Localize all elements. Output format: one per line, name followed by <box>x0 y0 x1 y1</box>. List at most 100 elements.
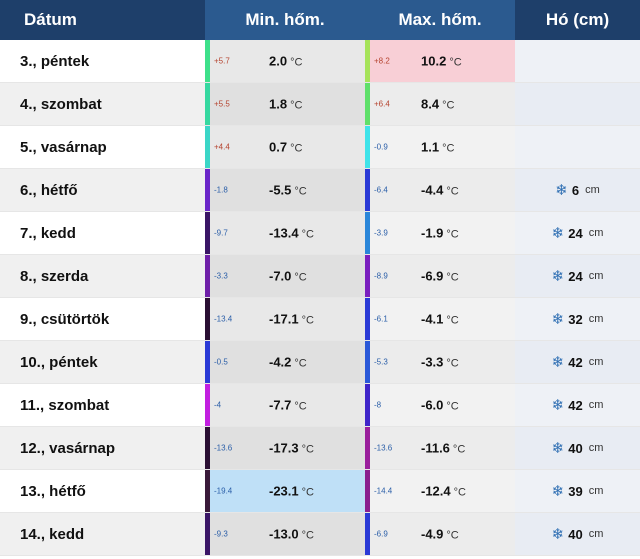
temp-unit: °C <box>446 357 459 370</box>
temp-unit: °C <box>294 357 307 370</box>
min-temp-color-strip <box>205 427 210 469</box>
min-temp-value: -4.2 <box>269 354 292 370</box>
snowflake-icon: ❄ <box>555 181 568 199</box>
max-temp-cell: -0.9 1.1 °C <box>365 126 515 168</box>
snowflake-icon: ❄ <box>551 353 565 371</box>
snowflake-icon: ❄ <box>551 267 565 285</box>
snow-cell: ❄ 32 cm <box>515 298 640 340</box>
max-temp-delta: -6.4 <box>374 185 388 195</box>
max-temp-cell: +6.4 8.4 °C <box>365 83 515 125</box>
max-temp-value-wrap: -4.4 °C <box>421 183 459 198</box>
table-row: 12., vasárnap -13.6 -17.3 °C -13.6 -11.6 °C ❄ 40… <box>0 427 640 470</box>
table-row: 13., hétfő -19.4 -23.1 °C -14.4 -12.4 °C ❄ 39 cm <box>0 470 640 513</box>
min-temp-delta: -13.4 <box>214 314 233 324</box>
snowflake-icon: ❄ <box>551 224 565 242</box>
max-temp-delta: -3.9 <box>374 228 388 238</box>
snow-unit: cm <box>588 227 604 239</box>
temp-unit: °C <box>290 142 303 155</box>
header-min-temp: Min. hőm. <box>205 0 365 40</box>
min-temp-cell: -9.7 -13.4 °C <box>205 212 365 254</box>
min-temp-delta: +4.4 <box>214 142 230 152</box>
temp-unit: °C <box>442 99 455 112</box>
min-temp-cell: +4.4 0.7 °C <box>205 126 365 168</box>
min-temp-delta: -9.3 <box>214 529 228 539</box>
temp-unit: °C <box>446 271 459 284</box>
min-temp-value: -13.4 <box>269 225 299 241</box>
min-temp-color-strip <box>205 83 210 125</box>
temp-unit: °C <box>446 228 459 241</box>
min-temp-color-strip <box>205 384 210 426</box>
snow-unit: cm <box>588 270 604 282</box>
temp-unit: °C <box>301 529 314 542</box>
max-temp-cell: -6.1 -4.1 °C <box>365 298 515 340</box>
min-temp-delta: -19.4 <box>214 486 233 496</box>
min-temp-color-strip <box>205 126 210 168</box>
min-temp-color-strip <box>205 341 210 383</box>
date-cell: 9., csütörtök <box>0 298 205 340</box>
temp-unit: °C <box>442 142 455 155</box>
max-temp-value: 10.2 <box>421 53 447 69</box>
temp-unit: °C <box>449 56 462 69</box>
snowflake-icon: ❄ <box>551 396 565 414</box>
min-temp-delta: -13.6 <box>214 443 233 453</box>
max-temp-cell: -6.4 -4.4 °C <box>365 169 515 211</box>
snow-cell: ❄ 39 cm <box>515 470 640 512</box>
max-temp-color-strip <box>365 298 370 340</box>
snow-amount: ❄ 42 cm <box>552 398 604 413</box>
snow-amount: ❄ 40 cm <box>552 441 604 456</box>
table-row: 3., péntek +5.7 2.0 °C +8.2 10.2 °C <box>0 40 640 83</box>
min-temp-cell: -9.3 -13.0 °C <box>205 513 365 555</box>
min-temp-color-strip <box>205 212 210 254</box>
max-temp-delta: -6.9 <box>374 529 388 539</box>
max-temp-value: -4.9 <box>421 526 444 542</box>
table-row: 8., szerda -3.3 -7.0 °C -8.9 -6.9 °C ❄ 24 cm <box>0 255 640 298</box>
date-cell: 5., vasárnap <box>0 126 205 168</box>
min-temp-delta: -3.3 <box>214 271 228 281</box>
snow-cell: ❄ 42 cm <box>515 384 640 426</box>
max-temp-value: -4.4 <box>421 182 444 198</box>
min-temp-cell: -4 -7.7 °C <box>205 384 365 426</box>
max-temp-delta: -13.6 <box>374 443 393 453</box>
temp-unit: °C <box>301 228 314 241</box>
max-temp-delta: +8.2 <box>374 56 390 66</box>
temp-unit: °C <box>446 314 459 327</box>
table-row: 9., csütörtök -13.4 -17.1 °C -6.1 -4.1 °C ❄ 32 cm <box>0 298 640 341</box>
temp-unit: °C <box>290 99 303 112</box>
max-temp-value: 8.4 <box>421 96 440 112</box>
min-temp-value: -17.1 <box>269 311 299 327</box>
header-snow: Hó (cm) <box>515 0 640 40</box>
date-cell: 8., szerda <box>0 255 205 297</box>
min-temp-cell: -19.4 -23.1 °C <box>205 470 365 512</box>
table-row: 11., szombat -4 -7.7 °C -8 -6.0 °C ❄ 42 cm <box>0 384 640 427</box>
max-temp-color-strip <box>365 126 370 168</box>
min-temp-delta: -9.7 <box>214 228 228 238</box>
snow-cell: ❄ 6 cm <box>515 169 640 211</box>
temp-unit: °C <box>301 443 314 456</box>
min-temp-cell: +5.5 1.8 °C <box>205 83 365 125</box>
header-date: Dátum <box>0 0 205 40</box>
max-temp-value-wrap: -6.9 °C <box>421 269 459 284</box>
snow-unit: cm <box>588 528 604 540</box>
snow-cell: ❄ 42 cm <box>515 341 640 383</box>
snowflake-icon: ❄ <box>551 525 565 543</box>
temp-unit: °C <box>294 400 307 413</box>
table-row: 14., kedd -9.3 -13.0 °C -6.9 -4.9 °C ❄ 40 cm <box>0 513 640 556</box>
table-row: 7., kedd -9.7 -13.4 °C -3.9 -1.9 °C ❄ 24 cm <box>0 212 640 255</box>
max-temp-color-strip <box>365 384 370 426</box>
snow-cell <box>515 40 640 82</box>
table-row: 4., szombat +5.5 1.8 °C +6.4 8.4 °C <box>0 83 640 126</box>
temp-unit: °C <box>301 486 314 499</box>
snow-amount: ❄ 42 cm <box>552 355 604 370</box>
temp-unit: °C <box>452 443 466 456</box>
table-row: 5., vasárnap +4.4 0.7 °C -0.9 1.1 °C <box>0 126 640 169</box>
max-temp-delta: -8.9 <box>374 271 388 281</box>
min-temp-value: 2.0 <box>269 53 288 69</box>
snow-unit: cm <box>588 356 604 368</box>
snow-unit: cm <box>588 313 604 325</box>
min-temp-color-strip <box>205 298 210 340</box>
min-temp-value-wrap: -7.7 °C <box>269 398 307 413</box>
temp-unit: °C <box>446 185 459 198</box>
max-temp-value: -3.3 <box>421 354 444 370</box>
snow-unit: cm <box>588 442 604 454</box>
max-temp-delta: -14.4 <box>374 486 393 496</box>
